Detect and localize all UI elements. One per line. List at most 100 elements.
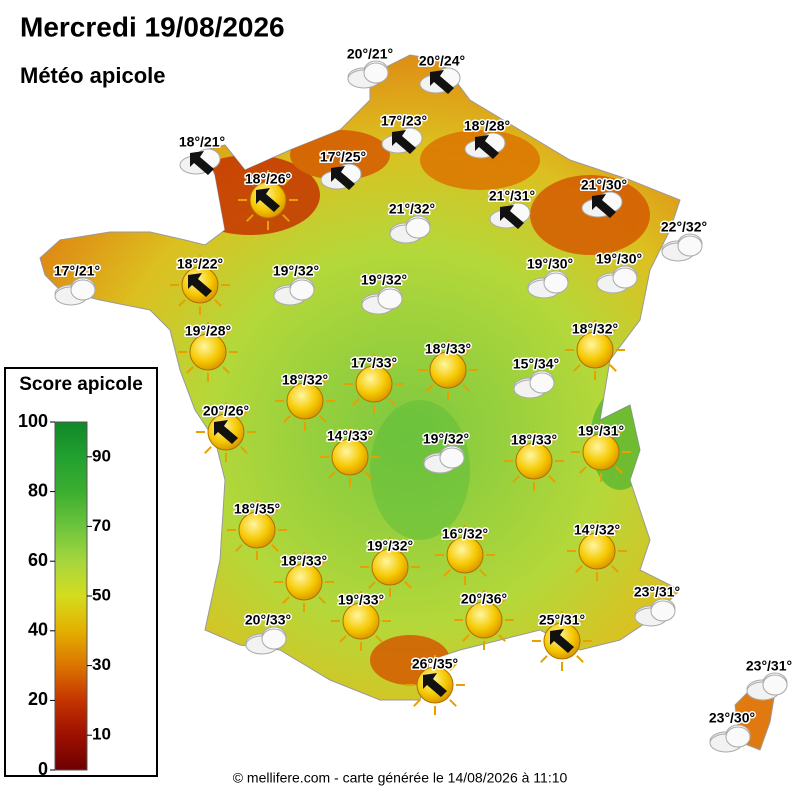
station: 15°/34° bbox=[511, 354, 561, 399]
station-label: 18°/32° bbox=[572, 321, 618, 337]
legend-title: Score apicole bbox=[19, 374, 143, 395]
station-label: 18°/32° bbox=[282, 372, 328, 388]
sun-ray bbox=[615, 466, 623, 474]
sun-ray bbox=[364, 435, 372, 443]
sun-ray bbox=[271, 508, 279, 516]
legend-tick-label: 90 bbox=[92, 446, 111, 465]
sun-ray bbox=[576, 619, 584, 627]
sun-ray bbox=[575, 565, 583, 573]
title: Mercredi 19/08/2026 bbox=[20, 11, 285, 42]
sun-ray bbox=[246, 214, 254, 222]
footer: © mellifere.com - carte générée le 14/08… bbox=[233, 770, 568, 786]
station: 20°/24° bbox=[417, 51, 467, 94]
station: 19°/30° bbox=[525, 254, 575, 299]
sun-ray bbox=[609, 328, 617, 336]
station: 19°/32° bbox=[271, 261, 321, 306]
station: 17°/25° bbox=[318, 147, 368, 190]
station: 23°/31° bbox=[744, 656, 794, 701]
sun bbox=[285, 563, 323, 601]
station: 14°/33° bbox=[320, 426, 380, 487]
sun bbox=[446, 536, 484, 574]
wind-arrow bbox=[214, 420, 238, 444]
legend: Score apicole bbox=[4, 367, 158, 777]
cloud bbox=[289, 279, 315, 301]
sun-ray bbox=[352, 362, 360, 370]
sun-ray bbox=[388, 362, 396, 370]
wind-arrow bbox=[188, 273, 212, 297]
wind-arrow bbox=[550, 629, 574, 653]
sun-ray bbox=[611, 529, 619, 537]
cloud bbox=[762, 674, 788, 696]
station-label: 19°/32° bbox=[273, 263, 319, 279]
sun-ray bbox=[375, 635, 383, 643]
station: 22°/32° bbox=[659, 217, 709, 262]
subtitle: Météo apicole bbox=[20, 63, 165, 88]
station-label: 22°/32° bbox=[661, 219, 707, 235]
sun-ray bbox=[462, 598, 470, 606]
station: 19°/31° bbox=[571, 421, 631, 482]
sun-ray bbox=[235, 544, 243, 552]
sun-ray bbox=[283, 415, 291, 423]
sun-ray bbox=[186, 366, 194, 374]
station: 17°/33° bbox=[344, 353, 404, 414]
legend-tick-label: 10 bbox=[92, 725, 111, 744]
station-label: 19°/30° bbox=[596, 251, 642, 267]
station-label: 17°/33° bbox=[351, 355, 397, 371]
station: 18°/26° bbox=[238, 169, 298, 230]
station: 19°/33° bbox=[331, 590, 391, 651]
station-label: 20°/36° bbox=[461, 591, 507, 607]
sun-ray bbox=[178, 299, 186, 307]
station-label: 18°/22° bbox=[177, 256, 223, 272]
sun-ray bbox=[615, 430, 623, 438]
station: 18°/33° bbox=[504, 430, 564, 491]
sun-ray bbox=[449, 663, 457, 671]
sun-ray bbox=[404, 545, 412, 553]
sun-ray bbox=[413, 663, 421, 671]
sun-ray bbox=[282, 214, 290, 222]
sun-ray bbox=[222, 330, 230, 338]
station: 18°/32° bbox=[275, 370, 335, 431]
station: 26°/35° bbox=[405, 654, 465, 715]
station: 19°/32° bbox=[359, 270, 409, 315]
station-label: 18°/35° bbox=[234, 501, 280, 517]
sun-ray bbox=[352, 398, 360, 406]
sun bbox=[465, 601, 503, 639]
station: 14°/32° bbox=[567, 520, 627, 581]
sun-ray bbox=[548, 439, 556, 447]
station-label: 25°/31° bbox=[539, 612, 585, 628]
station-label: 17°/23° bbox=[381, 113, 427, 129]
station-label: 19°/31° bbox=[578, 423, 624, 439]
sun-ray bbox=[512, 475, 520, 483]
sun-ray bbox=[318, 596, 326, 604]
sun-ray bbox=[575, 529, 583, 537]
station: 18°/28° bbox=[462, 116, 512, 159]
sun bbox=[355, 365, 393, 403]
sun-ray bbox=[204, 410, 212, 418]
legend-tick-label: 70 bbox=[92, 516, 111, 535]
cloud bbox=[405, 217, 431, 239]
station: 20°/36° bbox=[454, 589, 514, 650]
station-label: 23°/31° bbox=[746, 658, 792, 674]
station: 18°/33° bbox=[274, 551, 334, 612]
station-label: 19°/32° bbox=[361, 272, 407, 288]
sun-ray bbox=[240, 446, 248, 454]
cloud bbox=[543, 272, 569, 294]
station-label: 18°/33° bbox=[511, 432, 557, 448]
station-label: 18°/21° bbox=[179, 134, 225, 150]
station: 18°/21° bbox=[177, 132, 227, 175]
wind-arrow bbox=[423, 673, 447, 697]
station-label: 19°/32° bbox=[367, 538, 413, 554]
sun-ray bbox=[214, 263, 222, 271]
station: 16°/32° bbox=[435, 524, 495, 585]
station-label: 20°/24° bbox=[419, 53, 465, 69]
station-label: 16°/32° bbox=[442, 526, 488, 542]
stations: 20°/21° 20°/24° 17°/23° 18°/28° 18°/21° 17°/2… bbox=[52, 44, 794, 753]
cloud bbox=[677, 235, 703, 257]
legend-tick-label: 50 bbox=[92, 585, 111, 604]
sun-ray bbox=[319, 415, 327, 423]
station: 18°/33° bbox=[418, 339, 478, 400]
wind-arrow bbox=[392, 130, 416, 154]
sun-ray bbox=[186, 330, 194, 338]
sun bbox=[515, 442, 553, 480]
sun-ray bbox=[339, 635, 347, 643]
